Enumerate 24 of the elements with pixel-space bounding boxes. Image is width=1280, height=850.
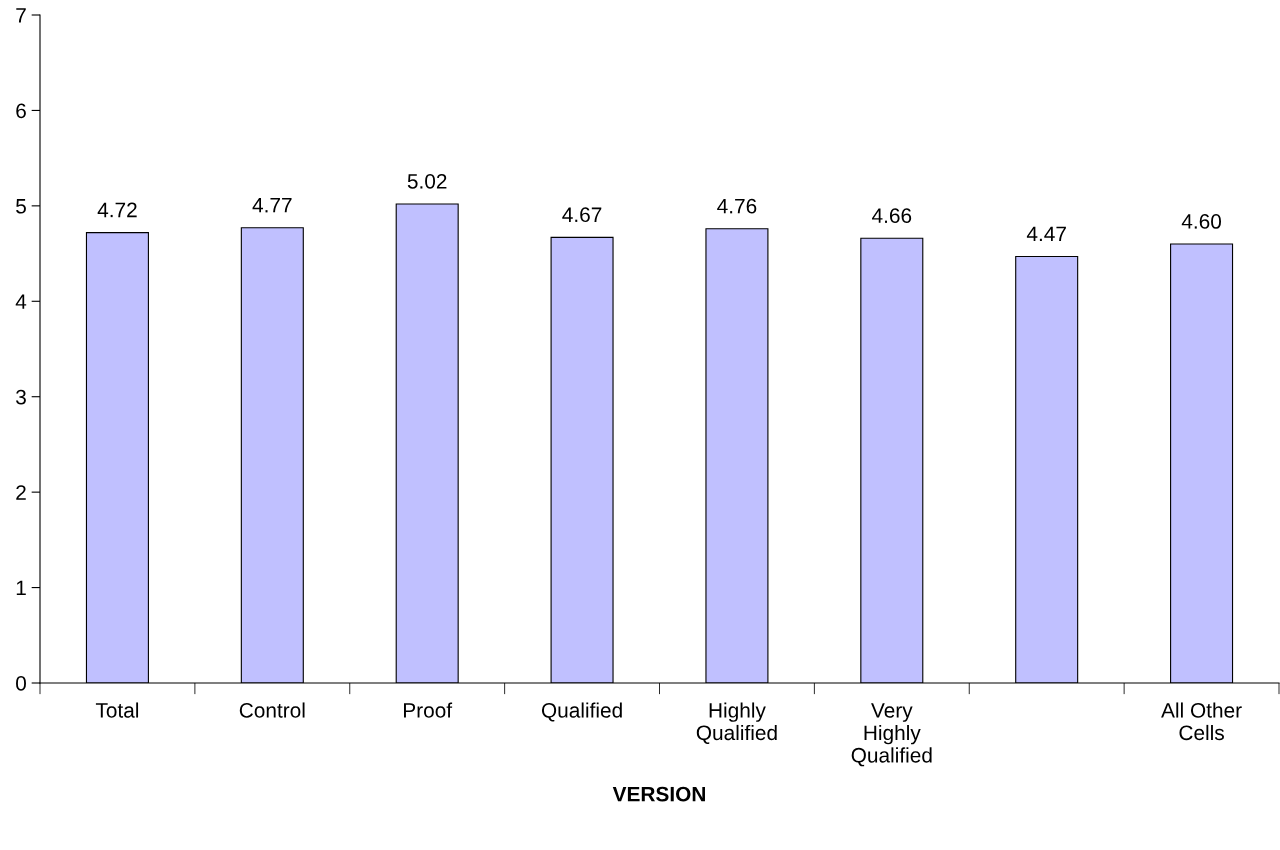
data-label: 4.72 xyxy=(97,202,137,218)
y-tick-label: 1 xyxy=(16,580,26,596)
x-tick-label: Qualified xyxy=(541,702,622,722)
data-label: 4.77 xyxy=(252,198,292,213)
y-tick-label: 6 xyxy=(16,103,26,119)
x-tick-label: Very Highly Qualified xyxy=(851,703,932,767)
data-label: 4.66 xyxy=(872,208,912,224)
x-tick-label: Control xyxy=(239,702,305,718)
data-label: 5.02 xyxy=(407,173,447,189)
y-tick-label: 4 xyxy=(15,294,27,309)
y-tick-label: 7 xyxy=(16,8,26,23)
x-tick-label: Proof xyxy=(404,702,453,718)
x-tick-label: Highly Qualified xyxy=(696,702,777,744)
y-tick-label: 0 xyxy=(16,676,26,691)
y-tick-label: 2 xyxy=(16,485,26,500)
y-tick-label: 3 xyxy=(16,389,26,405)
y-tick-label: 5 xyxy=(16,199,26,214)
data-label: 4.60 xyxy=(1181,214,1222,229)
x-axis-title: VERSION xyxy=(612,786,705,802)
x-tick-label: All Other Cells xyxy=(1161,702,1242,741)
data-label: 4.76 xyxy=(717,198,757,214)
data-label: 4.47 xyxy=(1026,226,1066,241)
x-tick-label: Total xyxy=(95,702,139,718)
data-label: 4.67 xyxy=(562,207,602,223)
